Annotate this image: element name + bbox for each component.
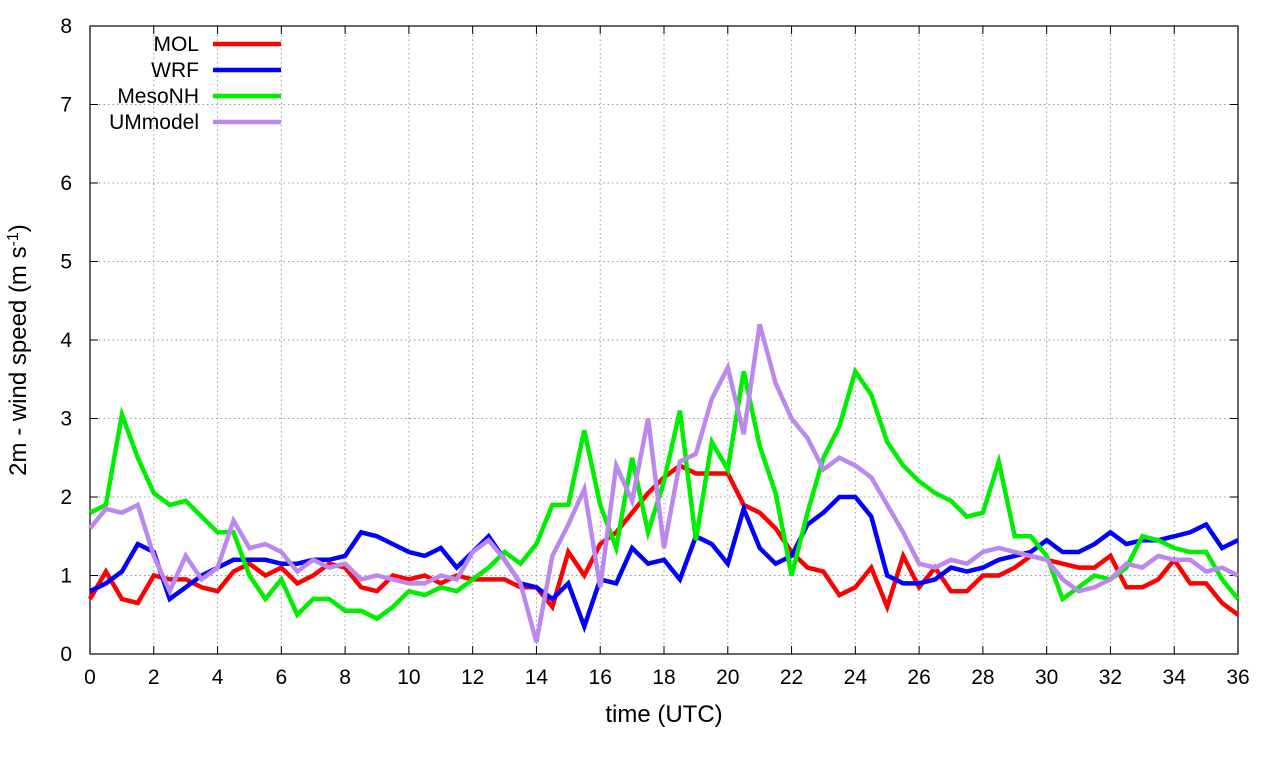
y-tick-label: 2 [60,486,72,509]
legend-label-wrf: WRF [151,59,199,82]
x-tick-label: 22 [780,666,803,689]
y-tick-label: 4 [60,329,72,352]
legend-label-mol: MOL [153,33,199,56]
series-line-mesonh [89,366,1240,622]
x-tick-label: 8 [339,666,351,689]
x-tick-label: 4 [212,666,224,689]
legend-label-mesonh: MesoNH [117,85,199,108]
y-axis-title: 2m - wind speed (m s-1) [5,224,33,476]
x-tick-label: 20 [716,666,739,689]
y-axis-title-main: 2m - wind speed (m s [5,246,32,475]
y-tick-label: 7 [60,94,72,117]
x-tick-label: 12 [461,666,484,689]
x-axis-title: time (UTC) [605,701,722,728]
y-tick-label: 5 [60,251,72,274]
x-tick-label: 16 [589,666,612,689]
series-line-ummodel [88,323,1240,643]
x-tick-label: 14 [525,666,549,689]
y-tick-label: 3 [60,408,72,431]
x-tick-label: 2 [148,666,160,689]
x-tick-label: 0 [84,666,96,689]
y-tick-label: 1 [60,565,72,588]
series-lines [88,323,1240,643]
legend: MOL WRF MesoNH UMmodel [109,33,281,134]
y-axis-title-close: ) [5,224,32,232]
x-tick-label: 30 [1035,666,1058,689]
x-tick-label: 28 [971,666,994,689]
x-tick-label: 6 [275,666,287,689]
x-tick-label: 24 [844,666,868,689]
x-tick-label: 18 [652,666,675,689]
x-tick-label: 34 [1163,666,1187,689]
x-tick-label: 32 [1099,666,1122,689]
x-tick-label: 10 [397,666,420,689]
y-tick-label: 6 [60,172,72,195]
y-tick-label: 0 [60,643,72,666]
series-line-wrf [89,494,1239,634]
axis-ticks: 0 2 4 6 8 10 12 14 16 18 20 22 24 26 28 30 32 34 360123456… [60,15,1249,689]
y-tick-label: 8 [60,15,72,38]
legend-label-ummodel: UMmodel [109,111,199,134]
x-tick-label: 36 [1226,666,1249,689]
x-tick-label: 26 [907,666,930,689]
y-axis-title-sup: -1 [5,232,22,246]
